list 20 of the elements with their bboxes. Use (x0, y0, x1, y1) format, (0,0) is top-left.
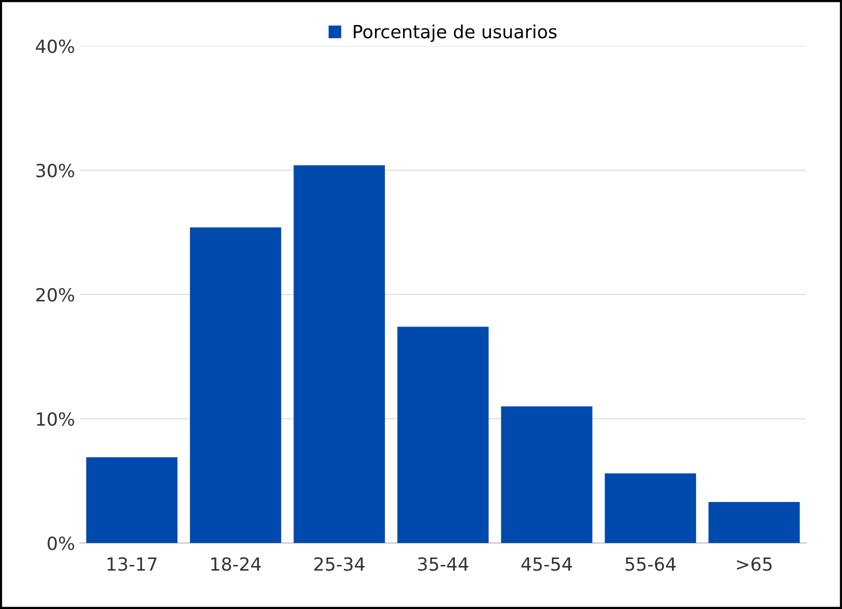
bar (708, 502, 800, 543)
y-tick-label: 0% (48, 536, 74, 550)
bar (604, 473, 696, 543)
bar (294, 165, 385, 543)
x-tick-label: 18-24 (211, 557, 261, 571)
x-tick-label: 25-34 (314, 557, 365, 571)
x-tick-label: >65 (737, 557, 772, 571)
bar (501, 406, 592, 543)
y-tick-label: 40% (36, 39, 74, 54)
bar (190, 227, 282, 543)
x-tick-label: 55-64 (626, 557, 676, 571)
legend-label: Porcentaje de usuarios (354, 24, 557, 42)
x-tick-label: 13-17 (108, 557, 157, 571)
y-tick-label: 20% (36, 288, 74, 302)
bar (86, 457, 178, 543)
y-tick-label: 10% (36, 412, 74, 426)
y-tick-label: 30% (36, 164, 74, 178)
x-tick-label: 35-44 (418, 557, 468, 571)
x-tick-label: 45-54 (521, 557, 572, 571)
bar (397, 326, 489, 543)
